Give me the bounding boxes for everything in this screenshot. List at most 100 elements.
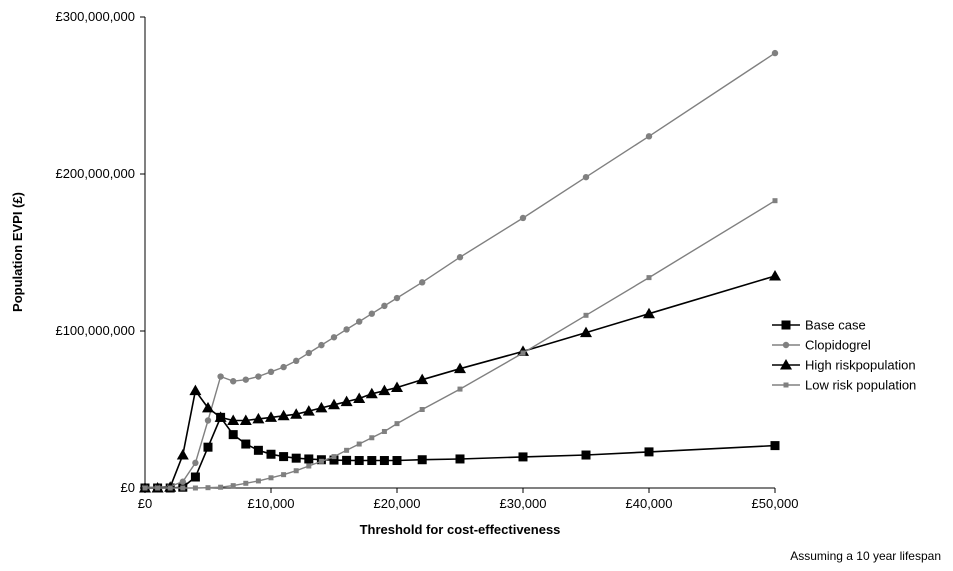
data-point [369, 435, 375, 441]
data-point [582, 173, 590, 181]
data-point [456, 254, 464, 261]
data-point [266, 449, 276, 459]
data-point [242, 376, 249, 383]
data-point [230, 483, 236, 489]
legend-marker [783, 382, 789, 388]
data-point [142, 485, 148, 491]
data-point [583, 312, 589, 318]
data-point [393, 294, 401, 302]
data-point [189, 384, 202, 396]
data-point [368, 310, 375, 317]
data-point [179, 478, 186, 485]
data-point [290, 408, 303, 419]
data-point [394, 421, 400, 427]
data-point [277, 409, 290, 421]
data-point [218, 484, 224, 490]
data-point [253, 445, 263, 455]
data-point [367, 456, 377, 466]
data-point [644, 447, 654, 457]
series-line [145, 415, 776, 489]
data-point [176, 449, 189, 460]
y-axis-title: Population EVPI (£) [10, 192, 25, 312]
legend-label: Base case [805, 318, 866, 333]
data-point [291, 453, 301, 463]
data-point [315, 401, 328, 413]
data-point [318, 458, 324, 464]
data-point [318, 341, 325, 349]
data-point [305, 349, 312, 357]
data-point [180, 485, 186, 491]
x-tick-label: £40,000 [626, 496, 673, 511]
legend-label: Low risk population [805, 378, 916, 393]
data-point [340, 395, 353, 407]
data-point [520, 350, 526, 356]
data-point [419, 407, 425, 412]
data-point [239, 414, 252, 425]
data-point [381, 428, 387, 434]
y-tick-label: £200,000,000 [55, 166, 135, 181]
data-point [306, 463, 312, 469]
data-point [769, 270, 781, 281]
data-point [519, 214, 527, 222]
data-point [391, 381, 403, 393]
data-point [192, 485, 198, 491]
data-point [419, 279, 426, 286]
data-point [772, 198, 778, 204]
data-point [255, 478, 261, 484]
data-point [343, 326, 350, 333]
series-low-risk-population [142, 198, 778, 491]
legend-entry-low-risk-population: Low risk population [772, 378, 916, 393]
data-point [155, 485, 161, 491]
legend-entry-clopidogrel: Clopidogrel [772, 338, 871, 353]
data-point [770, 441, 780, 451]
legend: Base case Clopidogrel High riskpopulation L… [772, 318, 916, 393]
x-tick-label: £30,000 [500, 496, 547, 511]
data-point [392, 456, 402, 466]
data-point [214, 411, 227, 422]
y-tick-label: £0 [121, 480, 135, 495]
data-point [580, 326, 592, 338]
data-point [354, 456, 364, 466]
data-point [204, 417, 212, 424]
data-point [356, 318, 363, 325]
lifespan-note: Assuming a 10 year lifespan [790, 549, 941, 563]
legend-marker [780, 359, 792, 370]
data-point [205, 485, 211, 491]
axes [144, 17, 775, 489]
legend-entry-high-riskpopulation: High riskpopulation [772, 358, 916, 373]
data-point [293, 468, 299, 474]
x-tick-label: £50,000 [752, 496, 799, 511]
y-tick-label: £300,000,000 [55, 9, 135, 24]
data-point [302, 405, 315, 416]
series-layer [139, 49, 781, 493]
data-point [344, 447, 350, 453]
data-point [190, 472, 200, 482]
data-point [255, 373, 262, 380]
data-point [228, 430, 238, 440]
data-point [457, 386, 463, 392]
legend-label: Clopidogrel [805, 338, 871, 353]
data-point [268, 475, 274, 481]
data-point [203, 442, 213, 452]
data-point [243, 480, 249, 486]
x-axis-title: Threshold for cost-effectiveness [360, 522, 561, 537]
data-point [381, 302, 388, 310]
data-point [356, 441, 362, 447]
data-point [416, 373, 429, 385]
x-tick-label: £10,000 [248, 496, 295, 511]
legend-marker [782, 341, 790, 349]
data-point [279, 452, 289, 462]
x-tick-label: £20,000 [374, 496, 421, 511]
data-point [342, 455, 352, 465]
series-line [145, 52, 776, 488]
data-point [267, 368, 275, 376]
data-point [202, 401, 214, 413]
data-point [192, 459, 199, 467]
data-point [252, 412, 265, 424]
legend-entry-base-case: Base case [772, 318, 866, 333]
data-point [227, 414, 240, 425]
data-point [455, 454, 465, 464]
data-point [581, 450, 591, 460]
data-point [643, 307, 655, 319]
